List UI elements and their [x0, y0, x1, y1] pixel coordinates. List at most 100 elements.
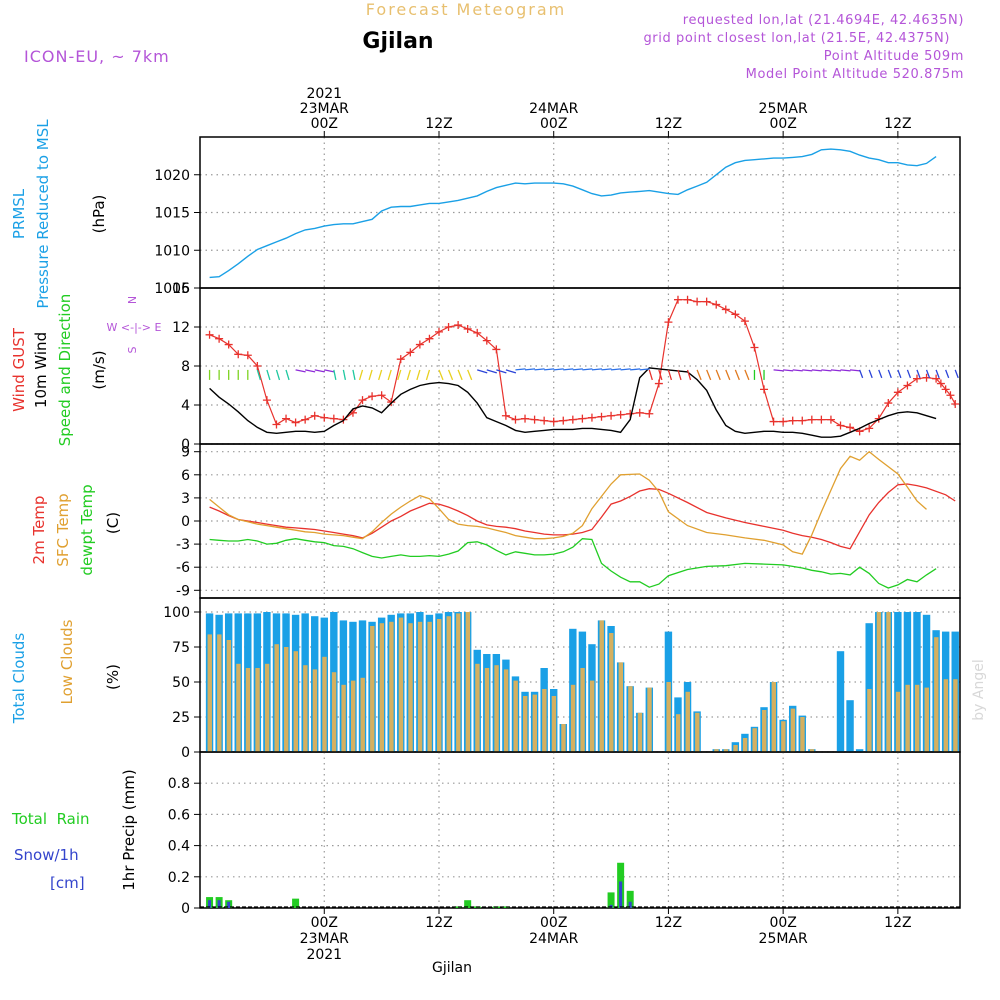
low-cloud-bar: [389, 621, 394, 752]
gust-marker: [501, 411, 510, 420]
wind-direction-arrow: [686, 369, 692, 381]
top-tick-label: 00Z: [769, 116, 796, 132]
gust-marker: [521, 414, 530, 423]
clouds-ytick-label: 100: [163, 605, 190, 621]
gust-marker: [272, 420, 281, 429]
wind-direction-arrow: [477, 369, 488, 374]
low-cloud-bar: [264, 663, 270, 752]
precip-ytick-label: 0.8: [168, 776, 190, 792]
wind-direction-arrow: [342, 369, 347, 381]
snow-bar: [628, 901, 632, 908]
total-cloud-bar: [865, 623, 873, 752]
low-cloud-bar: [580, 668, 585, 752]
gust-marker: [893, 388, 902, 397]
low-cloud-bar: [542, 689, 547, 752]
gust-marker: [368, 392, 377, 401]
bottom-tick-label: 12Z: [655, 915, 682, 931]
temp-ytick-label: 0: [181, 514, 190, 530]
gust-marker: [664, 318, 673, 327]
wind-direction-arrow: [425, 369, 431, 381]
snow-bar: [208, 900, 212, 908]
sfc-temp-line: [209, 450, 927, 555]
wind-direction-arrow: [868, 369, 873, 379]
gust-marker: [798, 416, 807, 425]
wind-direction-arrow: [582, 368, 593, 371]
gust-marker: [358, 396, 367, 405]
temp-ytick-label: 3: [181, 491, 190, 507]
wind-direction-arrow: [715, 369, 721, 381]
wind-direction-arrow: [397, 369, 402, 381]
low-cloud-bar: [618, 662, 624, 752]
top-tick-label: 00Z: [540, 116, 567, 132]
gust-marker: [865, 424, 874, 433]
low-cloud-bar: [685, 691, 690, 752]
gust-marker: [903, 381, 912, 390]
low-cloud-bar: [417, 621, 423, 752]
top-tick-label: 00Z: [311, 116, 338, 132]
wind-direction-arrow: [648, 369, 653, 381]
wind-direction-arrow: [416, 369, 421, 381]
gust-marker: [932, 374, 941, 383]
wind-direction-arrow: [744, 369, 750, 381]
low-cloud-bar: [790, 708, 796, 752]
bottom-tick-label: 12Z: [884, 915, 911, 931]
top-tick-label: 2021: [306, 86, 342, 102]
wind-ytick-label: 4: [181, 398, 190, 414]
gust-marker: [549, 417, 558, 426]
wind-direction-arrow: [802, 369, 813, 372]
gust-marker: [224, 340, 233, 349]
dewpt-line: [209, 538, 937, 589]
wind-direction-arrow: [878, 369, 883, 379]
gust-marker: [607, 411, 616, 420]
wind-direction-arrow: [601, 368, 612, 371]
low-cloud-bar: [484, 668, 490, 752]
gust-marker: [530, 415, 539, 424]
wind-direction-arrow: [378, 369, 383, 381]
gust-marker: [912, 374, 921, 383]
rain-bar: [464, 900, 472, 908]
wind-direction-arrow: [945, 369, 950, 379]
wind-direction-arrow: [358, 369, 364, 381]
wind-direction-arrow: [486, 369, 497, 374]
rain-bar: [607, 892, 615, 908]
gust-marker: [454, 321, 463, 330]
wind-ytick-label: 0: [181, 437, 190, 453]
precip-ytick-label: 0.4: [168, 839, 190, 855]
snow-bar: [217, 900, 221, 908]
wind-direction-arrow: [954, 369, 959, 379]
gust-marker: [731, 310, 740, 319]
gust-marker: [234, 350, 243, 359]
precip-panel: 0 0.2 0.4 0.6 0.8: [168, 751, 961, 917]
wind-direction-arrow: [505, 369, 517, 374]
low-cloud-bar: [398, 617, 404, 752]
pressure-ytick-label: 1010: [154, 243, 190, 259]
wind-direction-arrow: [305, 369, 316, 373]
wind-direction-arrow: [773, 369, 784, 372]
wind-direction-arrow: [887, 369, 892, 379]
gust-marker: [396, 355, 405, 364]
low-cloud-bar: [809, 749, 815, 752]
gust-marker: [635, 408, 644, 417]
model-altitude: Model Point Altitude 520.875m: [746, 67, 964, 82]
wind-direction-arrow: [639, 368, 650, 371]
precip-label-cm: [cm]: [50, 874, 85, 892]
gust-marker: [946, 391, 955, 400]
clouds-ytick-label: 25: [172, 710, 190, 726]
total-cloud-bar: [836, 651, 845, 752]
gust-marker: [936, 379, 945, 388]
low-cloud-bar: [943, 679, 949, 752]
top-tick-label: 12Z: [655, 116, 682, 132]
chart-title: Forecast Meteogram: [366, 0, 566, 19]
station-name: Gjilan: [362, 29, 433, 54]
wind-direction-arrow: [438, 369, 444, 381]
gust-marker: [826, 415, 835, 424]
low-cloud-bar: [465, 612, 471, 752]
gust-marker: [568, 415, 577, 424]
compass-south: S: [126, 346, 139, 353]
gust-marker: [951, 400, 960, 409]
low-cloud-bar: [914, 684, 920, 752]
wind-direction-arrow: [630, 368, 641, 371]
precip-ytick-label: 0: [181, 901, 190, 917]
